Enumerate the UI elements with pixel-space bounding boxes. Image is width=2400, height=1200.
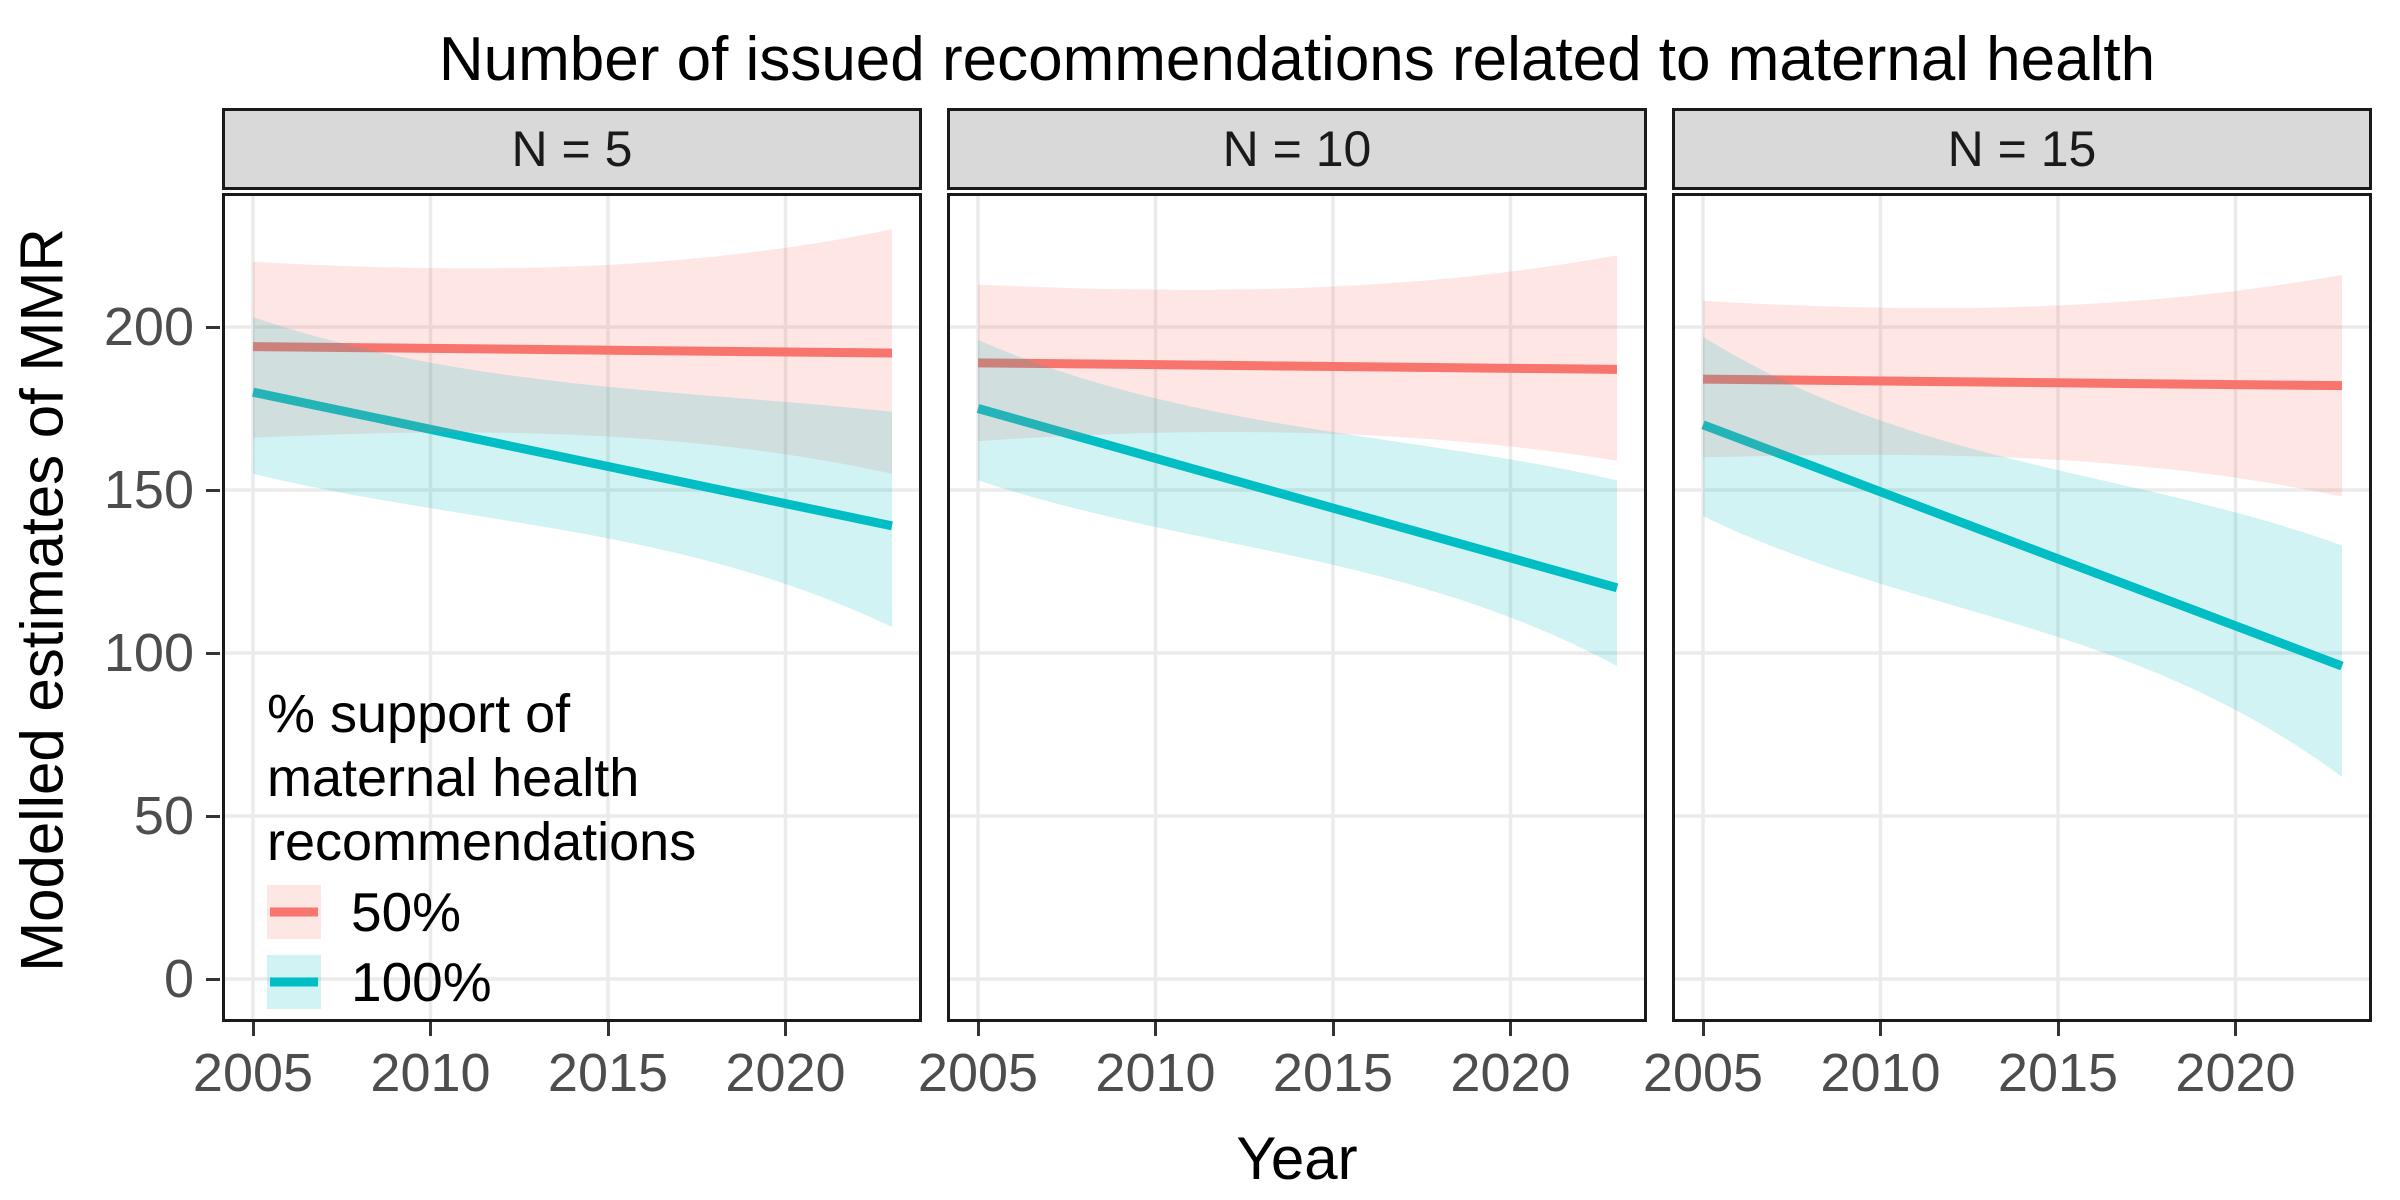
y-tick-label-200: 200 [103,297,194,357]
facet-panel [947,193,1647,1022]
confidence-ribbon-50% [1703,274,2342,497]
y-tick-label-50: 50 [133,786,194,846]
x-tick-mark-2005 [251,1022,255,1036]
x-tick-label-2020: 2020 [725,1043,846,1103]
facet-strip-label: N = 5 [511,121,633,177]
x-tick-mark-2020 [2234,1022,2237,1036]
panel-border [222,193,922,1022]
panel-background [947,193,1647,1022]
x-tick-label-2015: 2015 [1997,1043,2119,1103]
confidence-ribbon-100% [1703,336,2342,777]
facet-strip: N = 15 [1672,108,2372,190]
x-tick-mark-2015 [2056,1022,2060,1036]
y-tick-label-150: 150 [103,460,194,520]
x-tick-label-2005: 2005 [1642,1043,1764,1103]
y-tick-mark-150 [206,488,220,492]
x-tick-mark-2010 [429,1022,432,1036]
confidence-ribbon-50% [978,255,1617,461]
confidence-ribbon-100% [978,340,1617,667]
legend: % support of maternal health recommendatio… [267,682,696,1014]
panel-background [1672,193,2372,1022]
confidence-ribbon-50% [253,229,892,474]
x-tick-mark-2010 [1879,1022,1882,1036]
x-tick-mark-2020 [1509,1022,1512,1036]
x-tick-label-2010: 2010 [370,1043,491,1103]
legend-key-swatch-50% [267,885,321,939]
x-tick-label-2005: 2005 [192,1043,314,1103]
legend-title-line-3: recommendations [267,812,697,872]
y-tick-mark-200 [206,325,220,329]
facet-strip: N = 5 [222,108,922,190]
panel-border [1672,193,2372,1022]
panel-border [947,193,1647,1022]
x-tick-label-2010: 2010 [1095,1043,1216,1103]
x-tick-label-2020: 2020 [2175,1043,2296,1103]
facet-strip-label: N = 10 [1222,121,1372,177]
y-tick-label-100: 100 [103,623,194,683]
trend-line-50% [1702,374,2343,391]
x-tick-mark-2010 [1154,1022,1157,1036]
legend-entry-100%: 100% [267,950,696,1014]
panel-background [222,193,922,1022]
x-tick-label-2015: 2015 [1272,1043,1394,1103]
x-tick-mark-2005 [976,1022,980,1036]
x-tick-label-2020: 2020 [1450,1043,1571,1103]
x-tick-mark-2020 [784,1022,787,1036]
facet-panel [1672,193,2372,1022]
confidence-ribbon-100% [253,317,892,627]
trend-line-50% [977,358,1618,374]
legend-title-line-2: maternal health [267,748,640,808]
x-tick-label-2015: 2015 [547,1043,669,1103]
legend-entry-label: 50% [351,881,462,943]
legend-title-line-1: % support of [267,684,571,744]
y-tick-mark-50 [206,814,220,818]
x-tick-label-2005: 2005 [917,1043,1039,1103]
legend-entry-label: 100% [351,951,492,1013]
y-tick-label-0: 0 [163,949,194,1009]
x-tick-mark-2015 [606,1022,610,1036]
x-tick-label-2010: 2010 [1820,1043,1941,1103]
facet-strip: N = 10 [947,108,1647,190]
y-tick-mark-100 [206,651,220,655]
legend-entry-50%: 50% [267,880,696,944]
legend-key-line-100% [270,977,318,987]
y-tick-mark-0 [206,977,220,981]
facet-panel [222,193,922,1022]
trend-line-100% [1701,420,2344,671]
legend-key-line-50% [270,907,318,917]
trend-line-50% [252,342,893,358]
x-axis-title: Year [1236,1125,1358,1192]
trend-line-100% [976,404,1619,593]
trend-line-100% [252,387,893,531]
facet-strip-label: N = 15 [1947,121,2097,177]
x-tick-mark-2005 [1701,1022,1705,1036]
plot-title: Number of issued recommendations related… [438,25,2156,94]
x-tick-mark-2015 [1331,1022,1335,1036]
legend-key-swatch-100% [267,955,321,1009]
